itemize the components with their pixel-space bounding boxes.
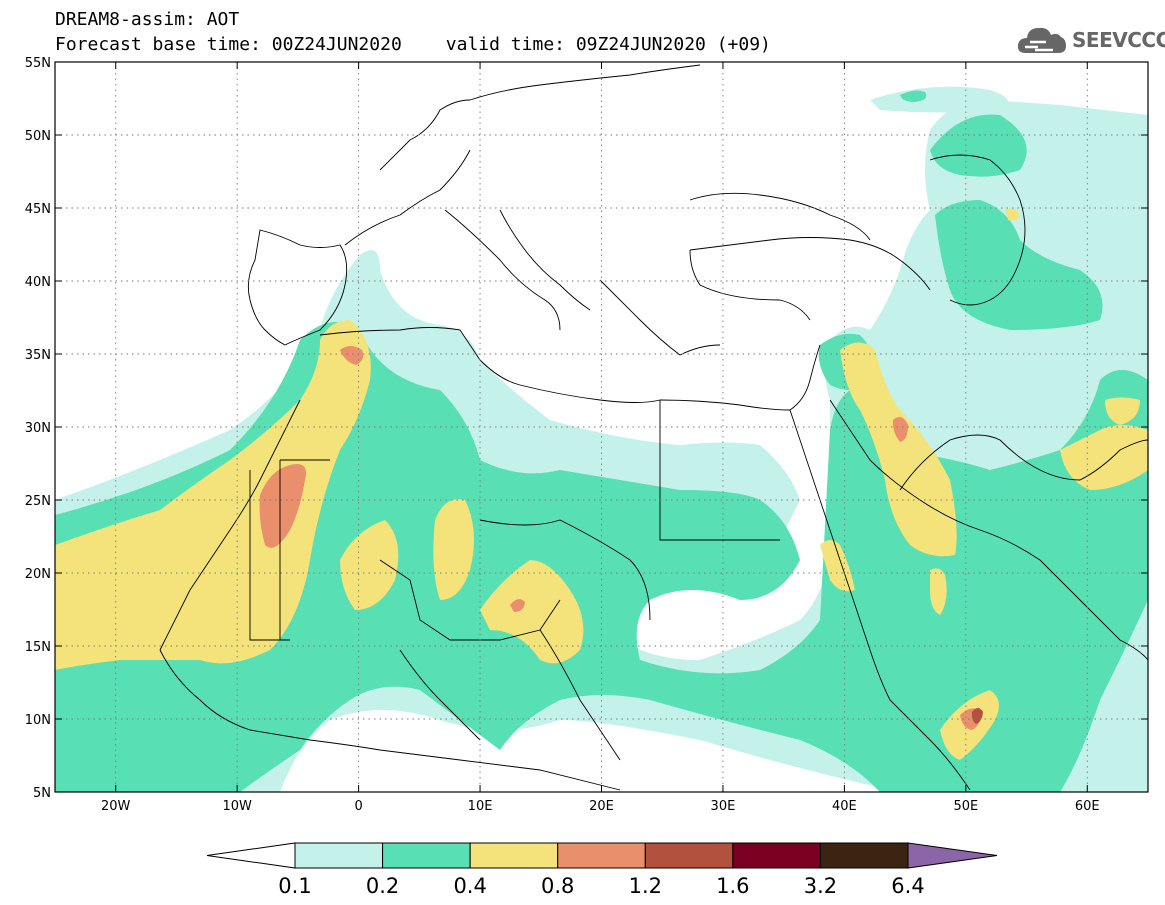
colorbar-label: 0.1: [278, 874, 311, 898]
colorbar-label: 1.6: [716, 874, 749, 898]
colorbar-swatch: [644, 842, 734, 869]
lat-tick-label: 10N: [25, 713, 51, 728]
colorbar-label: 0.2: [366, 874, 399, 898]
lon-tick-label: 40E: [832, 799, 857, 814]
seevccc-logo: SEEVCCC: [1016, 22, 1165, 58]
colorbar-label: 0.8: [541, 874, 574, 898]
colorbar-swatch: [732, 842, 821, 869]
lat-tick-label: 30N: [25, 421, 51, 436]
lat-tick-label: 15N: [25, 640, 51, 655]
lat-tick-label: 40N: [25, 275, 51, 290]
coastlines: [159, 64, 1148, 791]
lon-tick-label: 0: [354, 799, 362, 814]
lat-tick-label: 55N: [25, 56, 51, 71]
lat-tick-label: 5N: [33, 786, 51, 801]
colorbar-swatch: [382, 842, 471, 869]
colorbar-low-arrow: [206, 842, 296, 869]
lat-tick-label: 45N: [25, 202, 51, 217]
aot-level-0.4: [55, 208, 1148, 760]
lat-tick-label: 35N: [25, 348, 51, 363]
lon-tick-label: 10W: [222, 799, 252, 814]
colorbar-swatch: [557, 842, 646, 869]
colorbar-label: 6.4: [891, 874, 924, 898]
colorbar-label: 1.2: [629, 874, 662, 898]
cloud-icon: [1017, 27, 1066, 53]
lon-tick-label: 60E: [1075, 799, 1100, 814]
colorbar-swatch: [819, 842, 909, 869]
aot-contour-fields: [55, 86, 1148, 792]
valid-time: valid time: 09Z24JUN2020 (+09): [445, 34, 771, 55]
lon-tick-label: 20W: [101, 799, 131, 814]
axis-labels: 20W 10W 0 10E 20E 30E 40E 50E 60E 55N 50N 45N 40N 35N…: [25, 56, 1100, 814]
logo-text: SEEVCCC: [1072, 28, 1165, 52]
colorbar-high-arrow: [907, 842, 998, 869]
colorbar-label: 3.2: [804, 874, 837, 898]
lon-tick-label: 50E: [953, 799, 978, 814]
map-grid: [55, 62, 1148, 792]
lon-tick-label: 20E: [589, 799, 614, 814]
colorbar-swatch: [294, 842, 384, 869]
lat-tick-label: 50N: [25, 129, 51, 144]
forecast-base-time: Forecast base time: 00Z24JUN2020: [55, 34, 402, 55]
aot-level-1.2: [971, 708, 983, 724]
lat-tick-label: 25N: [25, 494, 51, 509]
map-title: DREAM8-assim: AOT: [55, 9, 240, 30]
lon-tick-label: 30E: [711, 799, 736, 814]
colorbar-swatch: [469, 842, 559, 869]
lat-tick-label: 20N: [25, 567, 51, 582]
lon-tick-label: 10E: [468, 799, 493, 814]
colorbar: 0.1 0.2 0.4 0.8 1.2 1.6 3.2 6.4: [206, 842, 998, 898]
colorbar-label: 0.4: [453, 874, 486, 898]
axis-ticks: [55, 61, 1148, 793]
time-info: Forecast base time: 00Z24JUN2020 valid ti…: [55, 35, 771, 55]
aot-level-0.8: [259, 346, 981, 730]
